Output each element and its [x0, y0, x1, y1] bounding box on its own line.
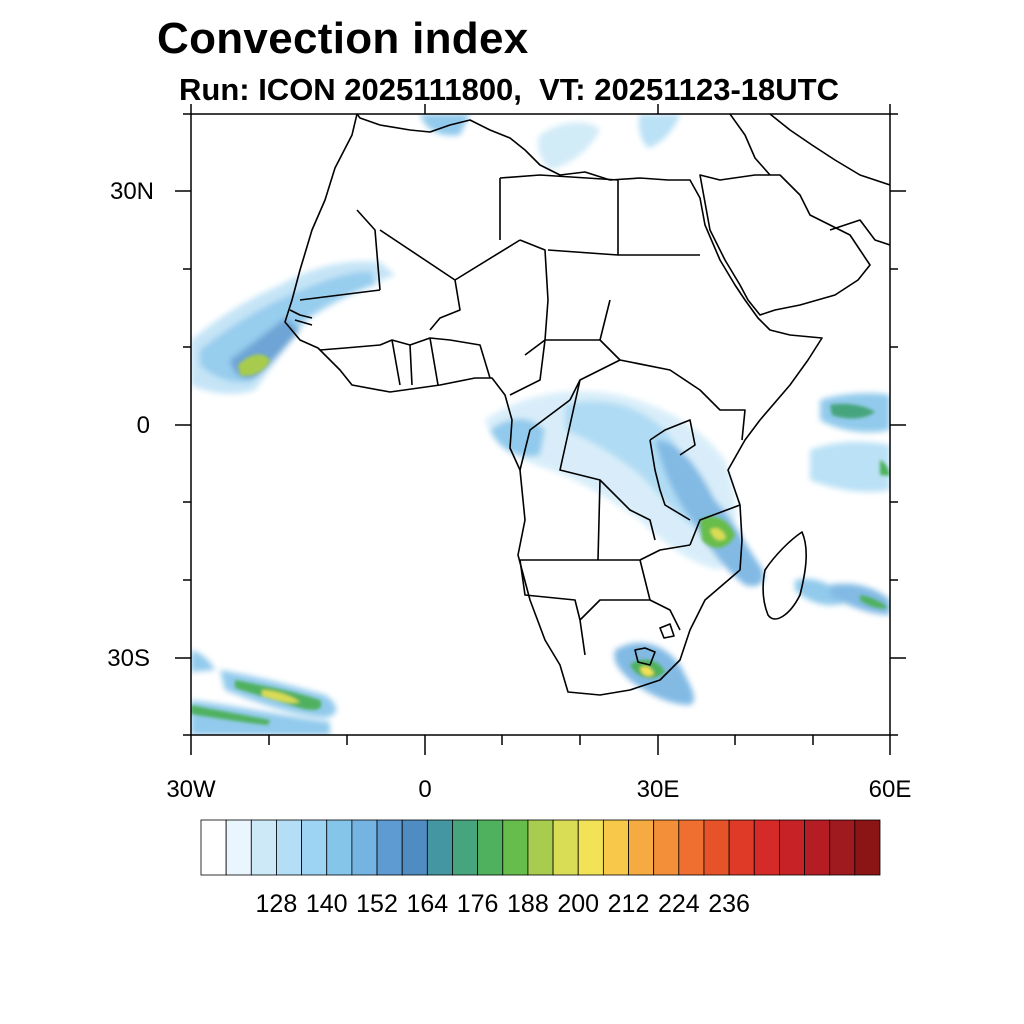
colorbar-swatch	[225, 819, 252, 876]
colorbar-label: 176	[457, 890, 499, 918]
colorbar-swatch	[351, 819, 378, 876]
colorbar-swatch	[628, 819, 655, 876]
colorbar-swatch	[527, 819, 554, 876]
colorbar-swatch	[678, 819, 705, 876]
colorbar-label: 164	[406, 890, 448, 918]
colorbar-label: 152	[356, 890, 398, 918]
colorbar-swatch	[502, 819, 529, 876]
colorbar-swatch	[452, 819, 479, 876]
colorbar-label: 140	[306, 890, 348, 918]
colorbar-swatch	[301, 819, 328, 876]
lat-label-0: 0	[137, 412, 150, 439]
colorbar-swatch	[602, 819, 629, 876]
colorbar-swatch	[426, 819, 453, 876]
colorbar	[200, 819, 881, 876]
lat-label-30s: 30S	[107, 645, 150, 672]
colorbar-label: 200	[557, 890, 599, 918]
colorbar-swatch	[477, 819, 504, 876]
colorbar-swatch	[250, 819, 277, 876]
colorbar-swatch	[552, 819, 579, 876]
lat-label-30n: 30N	[110, 178, 154, 205]
map-area	[191, 114, 890, 735]
lon-label-30w: 30W	[166, 776, 216, 803]
colorbar-swatch	[728, 819, 755, 876]
chart-subtitle: Run: ICON 2025111800, VT: 20251123-18UTC	[179, 72, 839, 107]
colorbar-swatch	[753, 819, 780, 876]
colorbar-swatch	[326, 819, 353, 876]
colorbar-swatch	[653, 819, 680, 876]
chart-title: Convection index	[157, 14, 529, 63]
colorbar-swatch	[703, 819, 730, 876]
colorbar-labels: 128 140 152 164 176 188 200 212 224 236	[256, 890, 750, 918]
colorbar-swatch	[779, 819, 805, 876]
lon-label-30e: 30E	[637, 776, 680, 803]
colorbar-label: 188	[507, 890, 549, 918]
colorbar-label: 224	[658, 890, 700, 918]
lon-label-0: 0	[418, 776, 431, 803]
colorbar-swatch	[276, 819, 302, 876]
colorbar-label: 128	[256, 890, 298, 918]
lon-ticks	[190, 104, 891, 755]
colorbar-label: 212	[608, 890, 650, 918]
colorbar-swatch	[200, 819, 227, 876]
lat-ticks	[175, 113, 906, 736]
colorbar-swatch	[804, 819, 831, 876]
colorbar-swatch	[829, 819, 856, 876]
colorbar-swatch	[376, 819, 403, 876]
colorbar-label: 236	[708, 890, 750, 918]
colorbar-swatch	[854, 819, 881, 876]
colorbar-swatch	[401, 819, 428, 876]
country-borders	[284, 114, 890, 696]
lon-label-60e: 60E	[869, 776, 912, 803]
colorbar-swatch	[577, 819, 604, 876]
